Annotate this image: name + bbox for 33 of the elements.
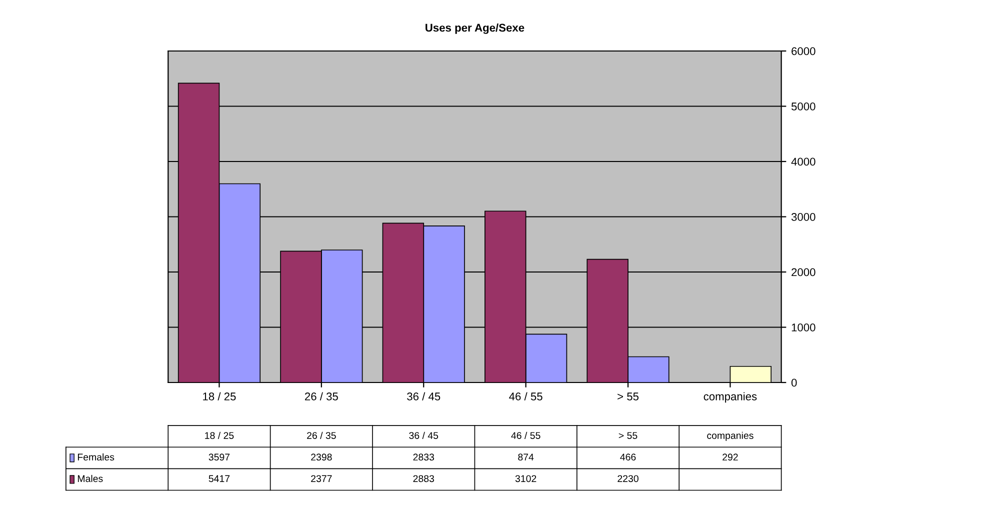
data-label: 292 (722, 454, 738, 461)
data-label: 2833 (413, 454, 434, 461)
category-label: 46 / 55 (511, 432, 540, 439)
data-label: 3597 (208, 454, 230, 461)
data-label: 2377 (311, 475, 332, 482)
data-label: 2883 (413, 475, 434, 482)
data-label: 2230 (618, 475, 638, 482)
legend-label: Males (78, 474, 103, 482)
category-label: companies (707, 432, 754, 441)
legend-label: Females (78, 453, 114, 461)
data-label: 466 (620, 454, 636, 461)
y-tick-label: 1000 (792, 324, 816, 332)
category-label: 18 / 25 (205, 432, 234, 439)
x-tick-label: 46 / 55 (509, 392, 542, 400)
category-label: 26 / 35 (307, 432, 336, 439)
y-tick-label: 5000 (791, 102, 816, 110)
category-label: > 55 (618, 432, 638, 439)
y-tick-label: 3000 (791, 213, 816, 221)
y-tick-label: 2000 (792, 268, 816, 276)
chart-title: Uses per Age/Sexe (426, 24, 524, 34)
data-label: 5417 (208, 475, 230, 482)
x-tick-label: companies (704, 392, 757, 403)
data-label: 2398 (311, 454, 332, 461)
y-tick-label: 4000 (791, 158, 816, 166)
category-label: 36 / 45 (409, 432, 438, 439)
y-tick-label: 6000 (792, 47, 816, 56)
x-tick-label: 26 / 35 (304, 392, 338, 400)
x-tick-label: 36 / 45 (407, 392, 440, 400)
data-label: 874 (518, 454, 534, 461)
y-tick-label: 0 (791, 378, 797, 387)
x-tick-label: > 55 (618, 392, 639, 400)
x-tick-label: 18 / 25 (203, 392, 236, 400)
data-label: 3102 (515, 475, 536, 482)
